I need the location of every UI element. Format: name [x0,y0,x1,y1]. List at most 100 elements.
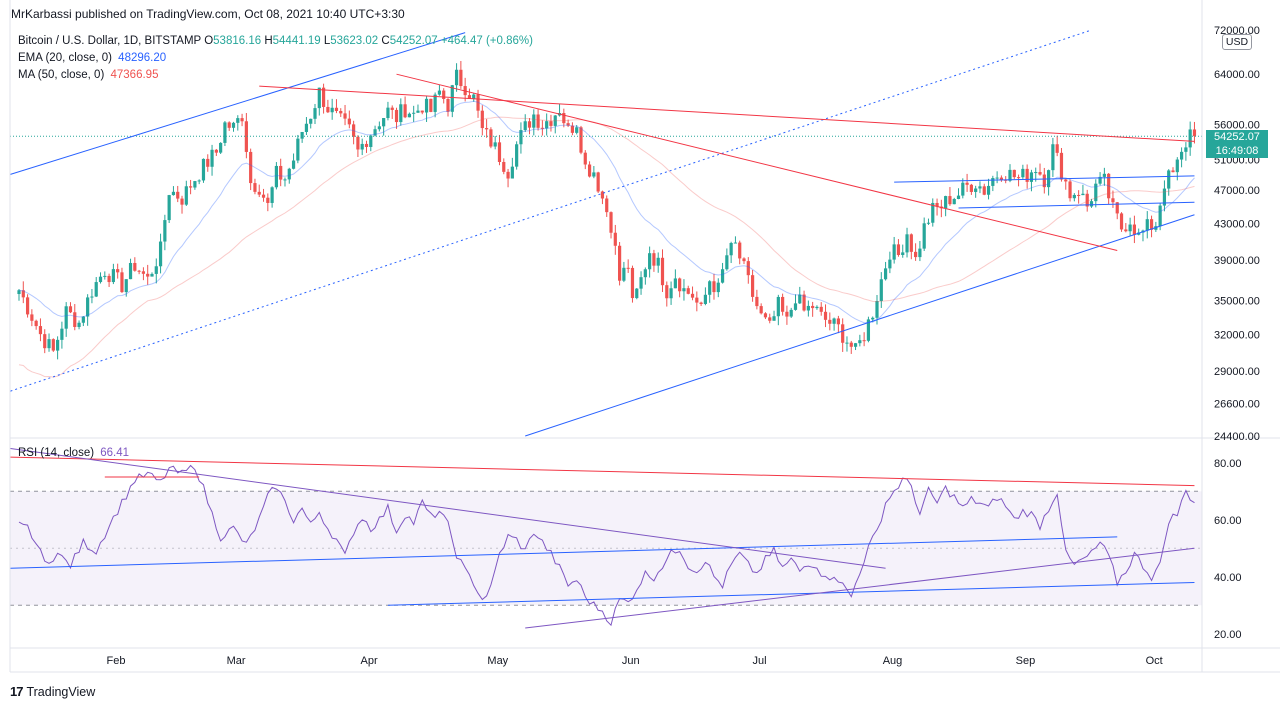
rsi-label: RSI (14, close) [18,447,95,459]
time-tick-label: Oct [1146,655,1163,667]
candle-up [309,118,313,124]
candle-up [1175,159,1179,173]
candle-down [652,253,656,266]
candle-up [450,85,454,112]
candle-down [141,271,146,274]
candle-up [236,118,240,123]
candle-down [755,296,759,307]
candle-down [660,257,665,286]
candle-down [189,186,193,188]
candle-up [553,115,557,126]
candle-down [25,297,30,315]
candle-up [866,319,871,341]
candle-up [798,294,802,304]
candle-down [249,151,253,184]
candle-up [493,142,497,147]
candle-down [146,273,150,277]
ema-value: 48296.20 [118,52,167,64]
candle-down [982,186,986,195]
candle-up [386,107,390,119]
candle-down [107,275,111,283]
candle-down [347,118,351,125]
candle-up [532,114,536,128]
candle-down [969,184,973,192]
candle-up [986,185,991,195]
candle-down [562,113,566,124]
candle-down [862,340,866,342]
candle-up [793,303,798,310]
candle-down [802,294,806,311]
candle-up [853,343,858,347]
price-legend[interactable]: Bitcoin / U.S. Dollar, 1D, BITSTAMP O538… [18,35,533,47]
candle-up [956,195,961,200]
candle-down [34,320,38,327]
candle-up [90,296,94,298]
axes: 72000.0064000.0056000.0051000.0047000.00… [9,0,1280,673]
candle-up [330,107,334,113]
ema-legend[interactable]: EMA (20, close, 0) 48296.20 [18,52,166,64]
price-tick-label: 56000.00 [1214,119,1260,131]
candle-up [454,69,459,86]
candle-down [742,258,746,262]
candle-down [420,110,424,113]
candle-down [467,95,472,99]
candle-up [111,269,115,283]
candle-down [68,306,73,313]
candle-down [759,306,763,314]
candle-up [201,158,206,181]
candle-down [600,191,605,199]
candle-down [214,149,218,153]
ma-line [18,116,1195,378]
candle-down [609,212,613,233]
candle-up [369,135,373,147]
candle-down [819,306,823,312]
candle-down [678,278,682,292]
candle-up [944,196,948,209]
candle-up [716,282,720,293]
candle-down [476,94,480,111]
candle-up [296,138,300,161]
ma-legend[interactable]: MA (50, close, 0) 47366.95 [18,69,158,81]
rsi-trendline-purple-up [525,547,1195,629]
candle-down [352,124,356,137]
candle-up [1128,224,1132,232]
candle-up [871,317,875,320]
candle-up [304,123,309,132]
candle-up [883,268,888,280]
candle-up [1167,170,1171,189]
candle-up [171,191,176,196]
candle-down [253,183,257,192]
candle-down [356,136,360,150]
currency-button[interactable]: USD [1222,34,1252,50]
candle-up [437,90,442,95]
price-pane [10,29,1202,437]
candle-up [622,267,626,281]
candle-up [360,143,364,150]
rsi-trendline-blue-mid [10,536,1118,569]
trendline-falling-red [396,73,1118,252]
candle-up [416,110,420,113]
candle-up [733,242,738,244]
footer-brand[interactable]: 17 TradingView [10,684,95,699]
candle-down [1016,177,1021,179]
candle-down [785,311,789,317]
candle-up [313,108,317,119]
candle-down [38,326,43,335]
candle-down [999,177,1004,180]
ema-label: EMA (20, close, 0) [18,52,112,64]
candle-down [948,196,952,205]
candle-up [978,186,982,189]
candle-down [699,302,703,304]
candle-down [51,339,55,351]
rsi-legend[interactable]: RSI (14, close) 66.41 [18,447,129,459]
candle-up [905,234,909,253]
candle-down [240,118,244,122]
candle-down [459,69,463,87]
candle-down [587,164,592,177]
candle-down [540,127,544,129]
candle-up [523,121,527,131]
candle-up [673,278,677,289]
rsi-trendline-red-top [10,456,1195,487]
close-label: C [381,35,390,47]
